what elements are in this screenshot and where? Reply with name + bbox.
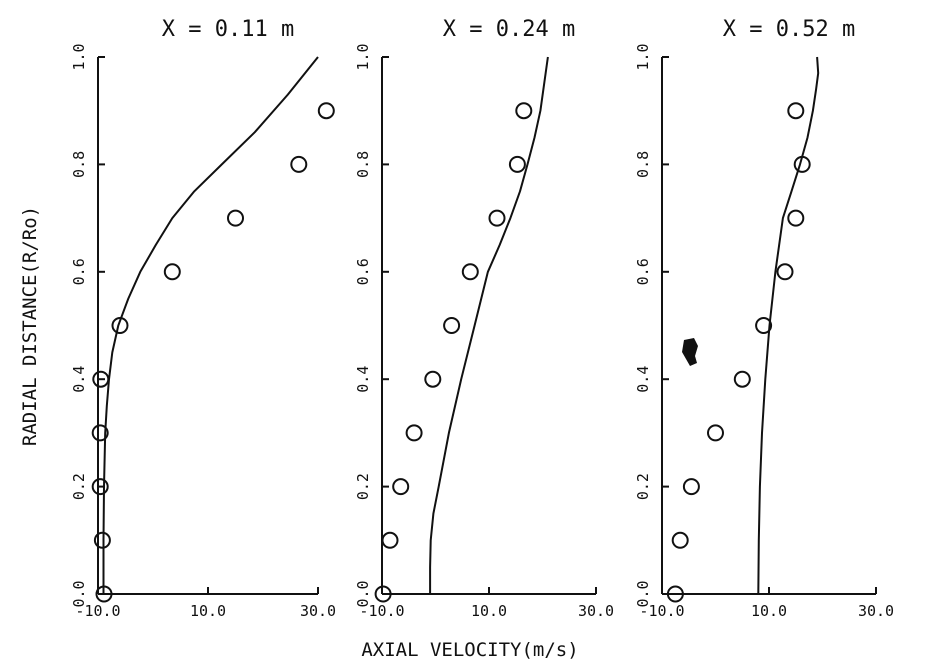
data-point	[671, 531, 689, 549]
data-point	[91, 424, 109, 442]
x-tick-label: -10.0	[639, 602, 684, 620]
data-point	[461, 263, 479, 281]
x-tick-label: -10.0	[75, 602, 120, 620]
model-curve	[102, 56, 319, 594]
data-point	[776, 263, 794, 281]
data-point	[793, 155, 811, 173]
y-tick-label: 1.0	[634, 43, 652, 70]
ink-smudge-mark	[682, 338, 698, 366]
y-tick-label: 1.0	[70, 43, 88, 70]
data-point	[682, 478, 700, 496]
data-point	[424, 370, 442, 388]
x-tick-label: 10.0	[471, 602, 507, 620]
data-point	[733, 370, 751, 388]
y-tick-label: 0.4	[354, 366, 372, 393]
y-tick-label: 0.2	[634, 473, 652, 500]
data-point	[707, 424, 724, 442]
y-tick-label: 0.8	[70, 151, 88, 178]
x-tick-label: 10.0	[751, 602, 787, 620]
x-tick-label: 30.0	[300, 602, 336, 620]
data-point	[488, 209, 506, 227]
data-point	[95, 585, 113, 603]
panel-title: X = 0.24 m	[443, 17, 575, 42]
data-point	[227, 209, 244, 227]
y-tick-label: 0.4	[70, 366, 88, 393]
data-point	[374, 585, 392, 603]
y-tick-label: 0.2	[70, 473, 88, 500]
panel-3: X = 0.52 m 0.0 0.2 0.4 0.6 0.8 1.0 -10.0 10.0 30.…	[634, 17, 894, 620]
data-point	[508, 155, 526, 173]
data-point	[392, 478, 410, 496]
panels: X = 0.11 m 0.0 0.2 0.4 0.6 0.8 1.0 -10.0 10.0 30.…	[70, 17, 894, 620]
panel-title: X = 0.52 m	[723, 17, 855, 42]
y-tick-label: 0.6	[634, 258, 652, 285]
data-point	[381, 531, 399, 549]
y-tick-label: 0.0	[354, 580, 372, 607]
data-point	[91, 478, 109, 496]
data-point	[755, 317, 773, 334]
y-tick-label: 0.0	[70, 580, 88, 607]
data-point	[317, 102, 335, 120]
data-point	[92, 370, 110, 388]
data-point	[666, 585, 684, 603]
y-tick-label: 0.8	[634, 151, 652, 178]
y-tick-label: 0.6	[354, 258, 372, 285]
model-curve	[757, 56, 820, 595]
y-tick-label: 0.2	[354, 473, 372, 500]
data-point	[111, 317, 129, 334]
data-point	[787, 209, 805, 227]
x-tick-label: 10.0	[190, 602, 226, 620]
y-axis-title: RADIAL DISTANCE(R/Ro)	[19, 206, 41, 446]
data-point	[405, 424, 423, 442]
y-tick-label: 0.4	[634, 366, 652, 393]
panel-title: X = 0.11 m	[162, 17, 294, 42]
data-point	[787, 102, 805, 120]
data-point	[93, 531, 111, 549]
y-tick-label: 1.0	[354, 43, 372, 70]
x-tick-label: 30.0	[858, 602, 894, 620]
data-point	[515, 102, 533, 120]
x-axis-title: AXIAL VELOCITY(m/s)	[361, 639, 578, 661]
model-curve	[429, 56, 549, 594]
data-point	[290, 155, 308, 173]
data-point	[443, 317, 461, 334]
panel-2: X = 0.24 m 0.0 0.2 0.4 0.6 0.8 1.0 -10.0 10.0 30.…	[354, 17, 614, 620]
x-tick-label: -10.0	[359, 602, 404, 620]
y-tick-label: 0.0	[634, 580, 652, 607]
data-point	[163, 263, 181, 281]
panel-1: X = 0.11 m 0.0 0.2 0.4 0.6 0.8 1.0 -10.0 10.0 30.…	[70, 17, 336, 620]
y-tick-label: 0.8	[354, 151, 372, 178]
x-tick-label: 30.0	[578, 602, 614, 620]
y-tick-label: 0.6	[70, 258, 88, 285]
